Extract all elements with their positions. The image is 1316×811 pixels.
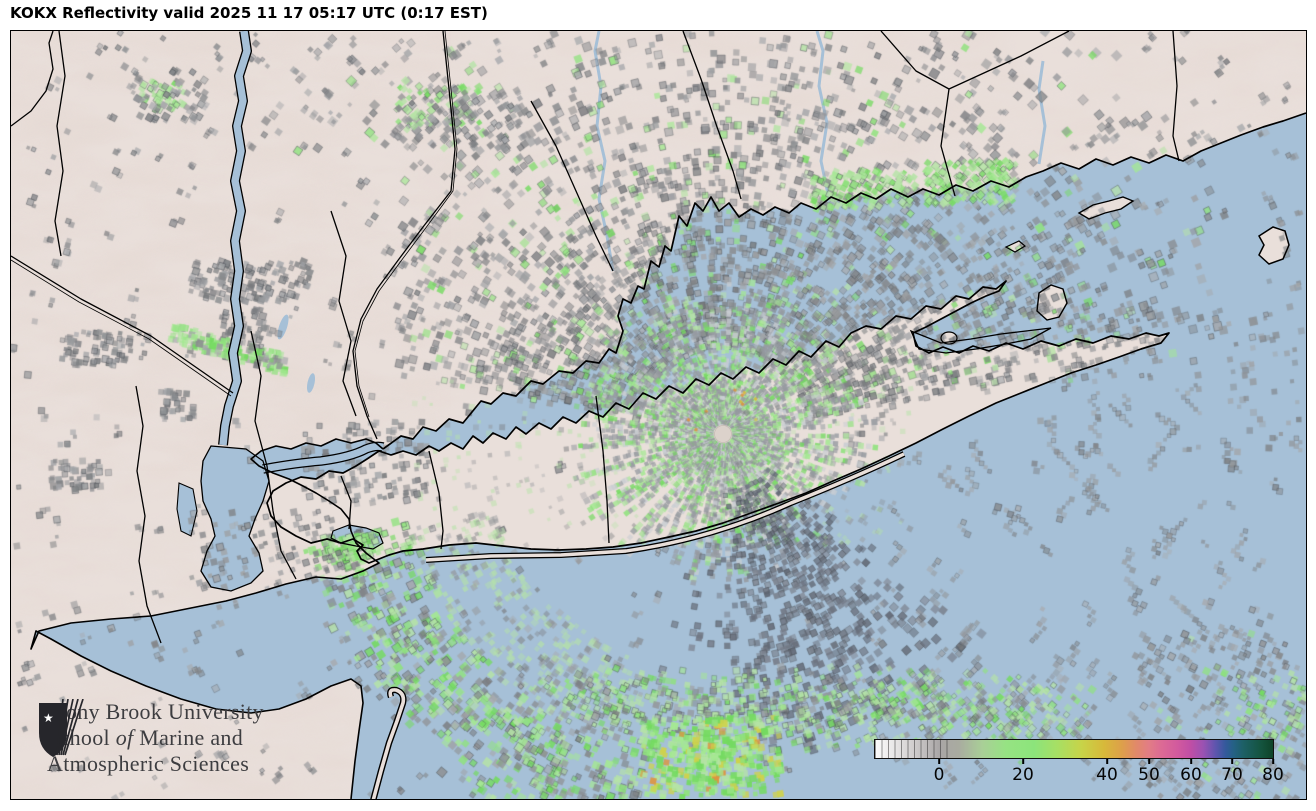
state-county-boundaries — [11, 31, 1180, 644]
svg-text:★: ★ — [43, 711, 54, 725]
plum-outline — [1004, 240, 1027, 253]
colorbar-tick — [938, 759, 940, 764]
colorbar-tick — [1106, 759, 1108, 764]
colorbar-tick — [1190, 759, 1192, 764]
barrier-islands — [425, 451, 906, 563]
colorbar-tick — [1231, 759, 1233, 764]
sbu-logo: ★ Stony Brook University School of Marin… — [35, 699, 264, 777]
map-title: KOKX Reflectivity valid 2025 11 17 05:17… — [10, 4, 488, 22]
gardiners-outline — [1036, 284, 1068, 321]
colorbar-tick-label: 70 — [1221, 765, 1243, 785]
newark-bay-outline — [176, 482, 198, 537]
colorbar-tick-label: 20 — [1012, 765, 1034, 785]
river-hudson — [218, 31, 252, 446]
coastline-nj-harbor — [30, 438, 384, 799]
colorbar-tick-label: 80 — [1262, 765, 1284, 785]
colorbar-tick-label: 60 — [1180, 765, 1202, 785]
river-east — [262, 441, 385, 474]
colorbar-tick-label: 50 — [1138, 765, 1160, 785]
map-overlay-svg — [11, 31, 1306, 799]
fishers-outline — [1077, 196, 1135, 220]
sandy-hook — [370, 686, 407, 799]
colorbar-tick-label: 0 — [933, 765, 945, 785]
peconic-outline — [909, 327, 1052, 354]
block-island-outline — [1258, 226, 1290, 265]
long-island-outline — [266, 280, 1170, 564]
colorbar-tick — [1022, 759, 1024, 764]
reflectivity-colorbar: 0 20 40 50 60 70 80 — [874, 739, 1284, 785]
harbor-outline — [200, 445, 270, 592]
logo-text-line1: Stony Brook University — [47, 699, 264, 724]
colorbar-tick — [1272, 759, 1274, 764]
radar-map: ★ Stony Brook University School of Marin… — [10, 30, 1307, 800]
coastline-outline — [382, 112, 1306, 450]
colorbar-segments — [875, 740, 951, 758]
sbu-shield-icon: ★ — [39, 699, 84, 757]
colorbar-tick-label: 40 — [1096, 765, 1118, 785]
jamaica-bay-outline — [330, 524, 384, 550]
shelter-island-outline — [940, 331, 958, 345]
radar-site-marker — [714, 425, 732, 443]
logo-text-line3: Atmospheric Sciences — [47, 751, 250, 776]
sbu-logo-text: Stony Brook University School of Marine … — [47, 699, 264, 777]
colorbar-gradient — [874, 739, 1274, 759]
colorbar-tick — [1148, 759, 1150, 764]
